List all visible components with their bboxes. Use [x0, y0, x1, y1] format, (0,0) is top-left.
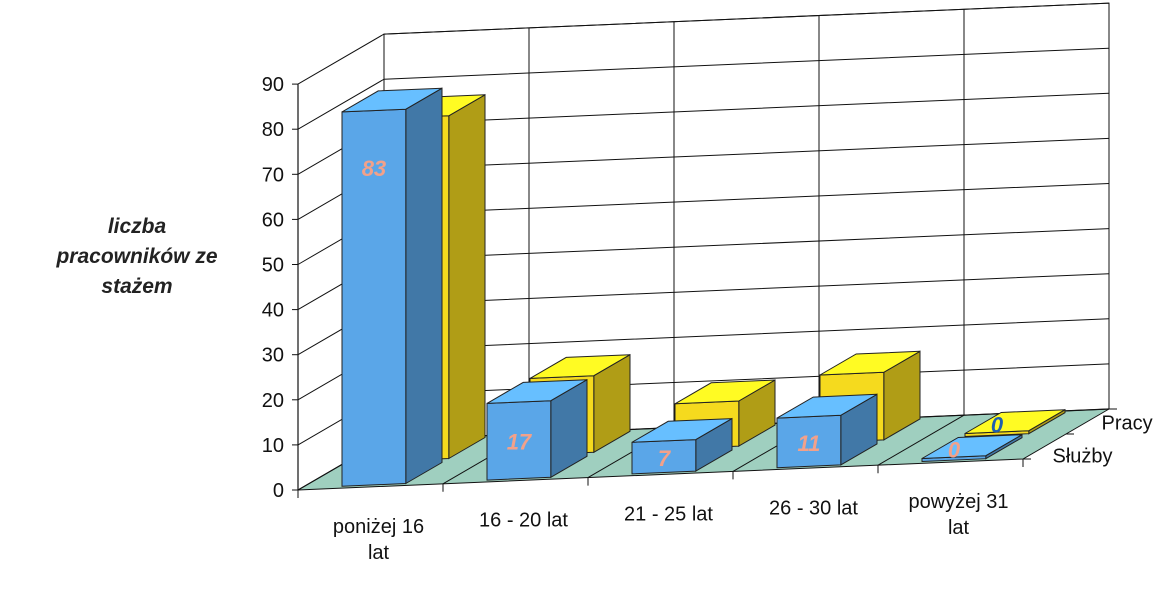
horizontal-gridline [297, 2, 1110, 85]
data-label: 0 [991, 412, 1004, 437]
bar [486, 379, 588, 404]
y-tick-label: 30 [262, 345, 284, 367]
x-tick-label: 21 - 25 lat [624, 504, 713, 526]
bar [341, 87, 443, 113]
x-tick-label-line: 21 - 25 lat [624, 504, 713, 526]
bar [674, 379, 776, 405]
x-tick-label: 26 - 30 lat [769, 497, 858, 519]
bar-side [405, 87, 443, 485]
x-tick-label-line: poniżej 16 [333, 516, 424, 538]
bar [964, 409, 1066, 434]
bar-side [448, 93, 486, 460]
data-label: 17 [507, 430, 533, 455]
bar [529, 354, 631, 379]
bar [921, 434, 1023, 459]
x-tick-label: poniżej 16 lat [333, 516, 424, 564]
data-label: 0 [948, 437, 961, 462]
x-tick-label-line: 26 - 30 lat [769, 497, 858, 519]
y-tick-label: 20 [262, 390, 284, 412]
y-tick-label: 10 [262, 435, 284, 457]
legend-label: Służby [1053, 446, 1113, 468]
y-tick-label: 40 [262, 300, 284, 322]
x-tick-label-line: lat [368, 542, 390, 564]
data-label: 11 [798, 431, 821, 456]
y-tick-label: 50 [262, 255, 284, 277]
y-tick-label: 0 [273, 480, 284, 502]
bar [631, 418, 733, 443]
y-axis-title: liczba pracowników ze stażem [56, 215, 218, 298]
x-tick-label-line: lat [948, 517, 970, 539]
y-tick-label: 60 [262, 209, 284, 231]
data-label: 7 [658, 446, 672, 471]
x-tick-label-line: 16 - 20 lat [479, 510, 568, 532]
x-tick-label: powyżej 31 lat [908, 491, 1008, 539]
y-tick-label: 70 [262, 164, 284, 186]
floor-divider [877, 414, 965, 466]
y-tick-label: 90 [262, 74, 284, 96]
bar [819, 350, 921, 376]
legend-label: Pracy [1102, 413, 1153, 435]
x-tick-label: 16 - 20 lat [479, 510, 568, 532]
back-wall-frame [383, 2, 1110, 440]
bar [776, 393, 878, 419]
data-label: 83 [362, 156, 386, 181]
y-tick-label: 80 [262, 119, 284, 141]
x-tick-label-line: powyżej 31 [908, 491, 1008, 513]
